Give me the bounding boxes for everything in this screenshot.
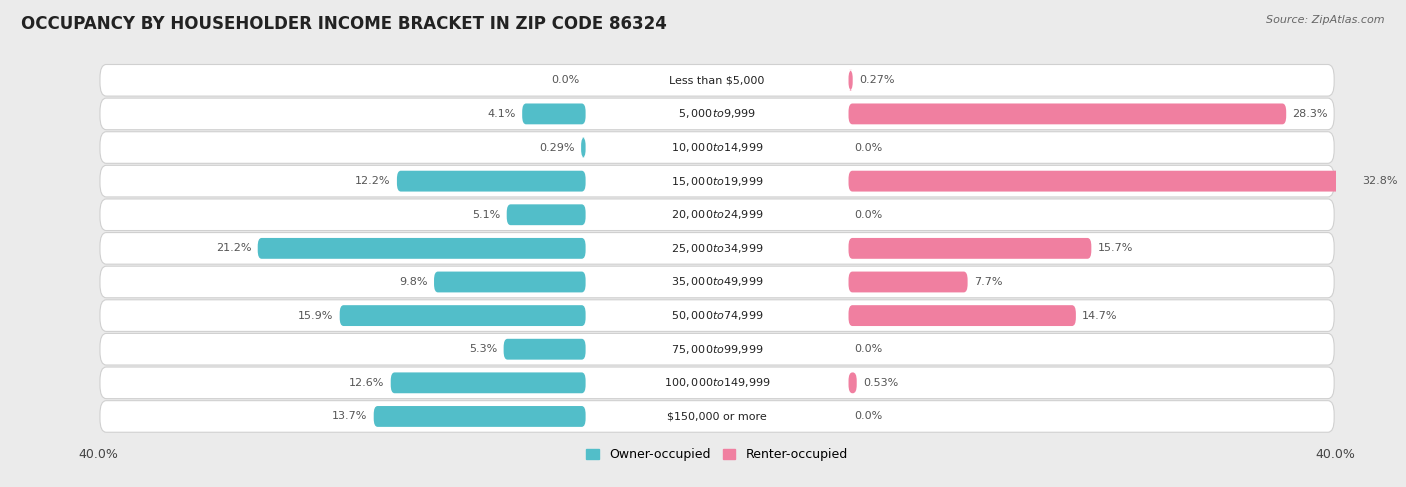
Text: 0.29%: 0.29% [540, 143, 575, 152]
FancyBboxPatch shape [100, 367, 1334, 399]
Text: 13.7%: 13.7% [332, 412, 367, 421]
Text: $25,000 to $34,999: $25,000 to $34,999 [671, 242, 763, 255]
Text: $50,000 to $74,999: $50,000 to $74,999 [671, 309, 763, 322]
FancyBboxPatch shape [100, 199, 1334, 230]
Text: 0.0%: 0.0% [855, 344, 883, 354]
FancyBboxPatch shape [100, 64, 1334, 96]
FancyBboxPatch shape [503, 339, 585, 359]
FancyBboxPatch shape [100, 166, 1334, 197]
Text: 0.53%: 0.53% [863, 378, 898, 388]
Text: $15,000 to $19,999: $15,000 to $19,999 [671, 175, 763, 187]
FancyBboxPatch shape [257, 238, 585, 259]
Text: Source: ZipAtlas.com: Source: ZipAtlas.com [1267, 15, 1385, 25]
FancyBboxPatch shape [100, 266, 1334, 298]
FancyBboxPatch shape [100, 401, 1334, 432]
FancyBboxPatch shape [100, 131, 1334, 163]
FancyBboxPatch shape [849, 373, 856, 393]
Text: 9.8%: 9.8% [399, 277, 427, 287]
Text: 0.0%: 0.0% [855, 412, 883, 421]
Legend: Owner-occupied, Renter-occupied: Owner-occupied, Renter-occupied [582, 443, 852, 466]
Text: $100,000 to $149,999: $100,000 to $149,999 [664, 376, 770, 389]
FancyBboxPatch shape [391, 373, 585, 393]
Text: 32.8%: 32.8% [1362, 176, 1398, 186]
FancyBboxPatch shape [849, 272, 967, 292]
Text: 5.3%: 5.3% [470, 344, 498, 354]
Text: 28.3%: 28.3% [1292, 109, 1327, 119]
Text: $150,000 or more: $150,000 or more [668, 412, 766, 421]
FancyBboxPatch shape [849, 103, 1286, 124]
Text: 15.9%: 15.9% [298, 311, 333, 320]
Text: 12.2%: 12.2% [356, 176, 391, 186]
FancyBboxPatch shape [374, 406, 585, 427]
Text: $35,000 to $49,999: $35,000 to $49,999 [671, 276, 763, 288]
Text: 4.1%: 4.1% [488, 109, 516, 119]
FancyBboxPatch shape [100, 334, 1334, 365]
Text: 0.0%: 0.0% [551, 75, 579, 85]
Text: 14.7%: 14.7% [1083, 311, 1118, 320]
Text: Less than $5,000: Less than $5,000 [669, 75, 765, 85]
FancyBboxPatch shape [849, 238, 1091, 259]
Text: 5.1%: 5.1% [472, 210, 501, 220]
FancyBboxPatch shape [849, 70, 852, 91]
FancyBboxPatch shape [849, 171, 1355, 191]
FancyBboxPatch shape [522, 103, 585, 124]
Text: 12.6%: 12.6% [349, 378, 384, 388]
Text: $75,000 to $99,999: $75,000 to $99,999 [671, 343, 763, 356]
FancyBboxPatch shape [100, 233, 1334, 264]
Text: 7.7%: 7.7% [974, 277, 1002, 287]
FancyBboxPatch shape [581, 137, 585, 158]
Text: $20,000 to $24,999: $20,000 to $24,999 [671, 208, 763, 221]
FancyBboxPatch shape [396, 171, 585, 191]
FancyBboxPatch shape [100, 98, 1334, 130]
FancyBboxPatch shape [100, 300, 1334, 331]
Text: $10,000 to $14,999: $10,000 to $14,999 [671, 141, 763, 154]
FancyBboxPatch shape [849, 305, 1076, 326]
Text: $5,000 to $9,999: $5,000 to $9,999 [678, 108, 756, 120]
Text: 15.7%: 15.7% [1098, 244, 1133, 253]
FancyBboxPatch shape [340, 305, 585, 326]
Text: OCCUPANCY BY HOUSEHOLDER INCOME BRACKET IN ZIP CODE 86324: OCCUPANCY BY HOUSEHOLDER INCOME BRACKET … [21, 15, 666, 33]
Text: 0.0%: 0.0% [855, 143, 883, 152]
FancyBboxPatch shape [434, 272, 585, 292]
Text: 21.2%: 21.2% [217, 244, 252, 253]
Text: 0.27%: 0.27% [859, 75, 894, 85]
Text: 0.0%: 0.0% [855, 210, 883, 220]
FancyBboxPatch shape [506, 205, 585, 225]
